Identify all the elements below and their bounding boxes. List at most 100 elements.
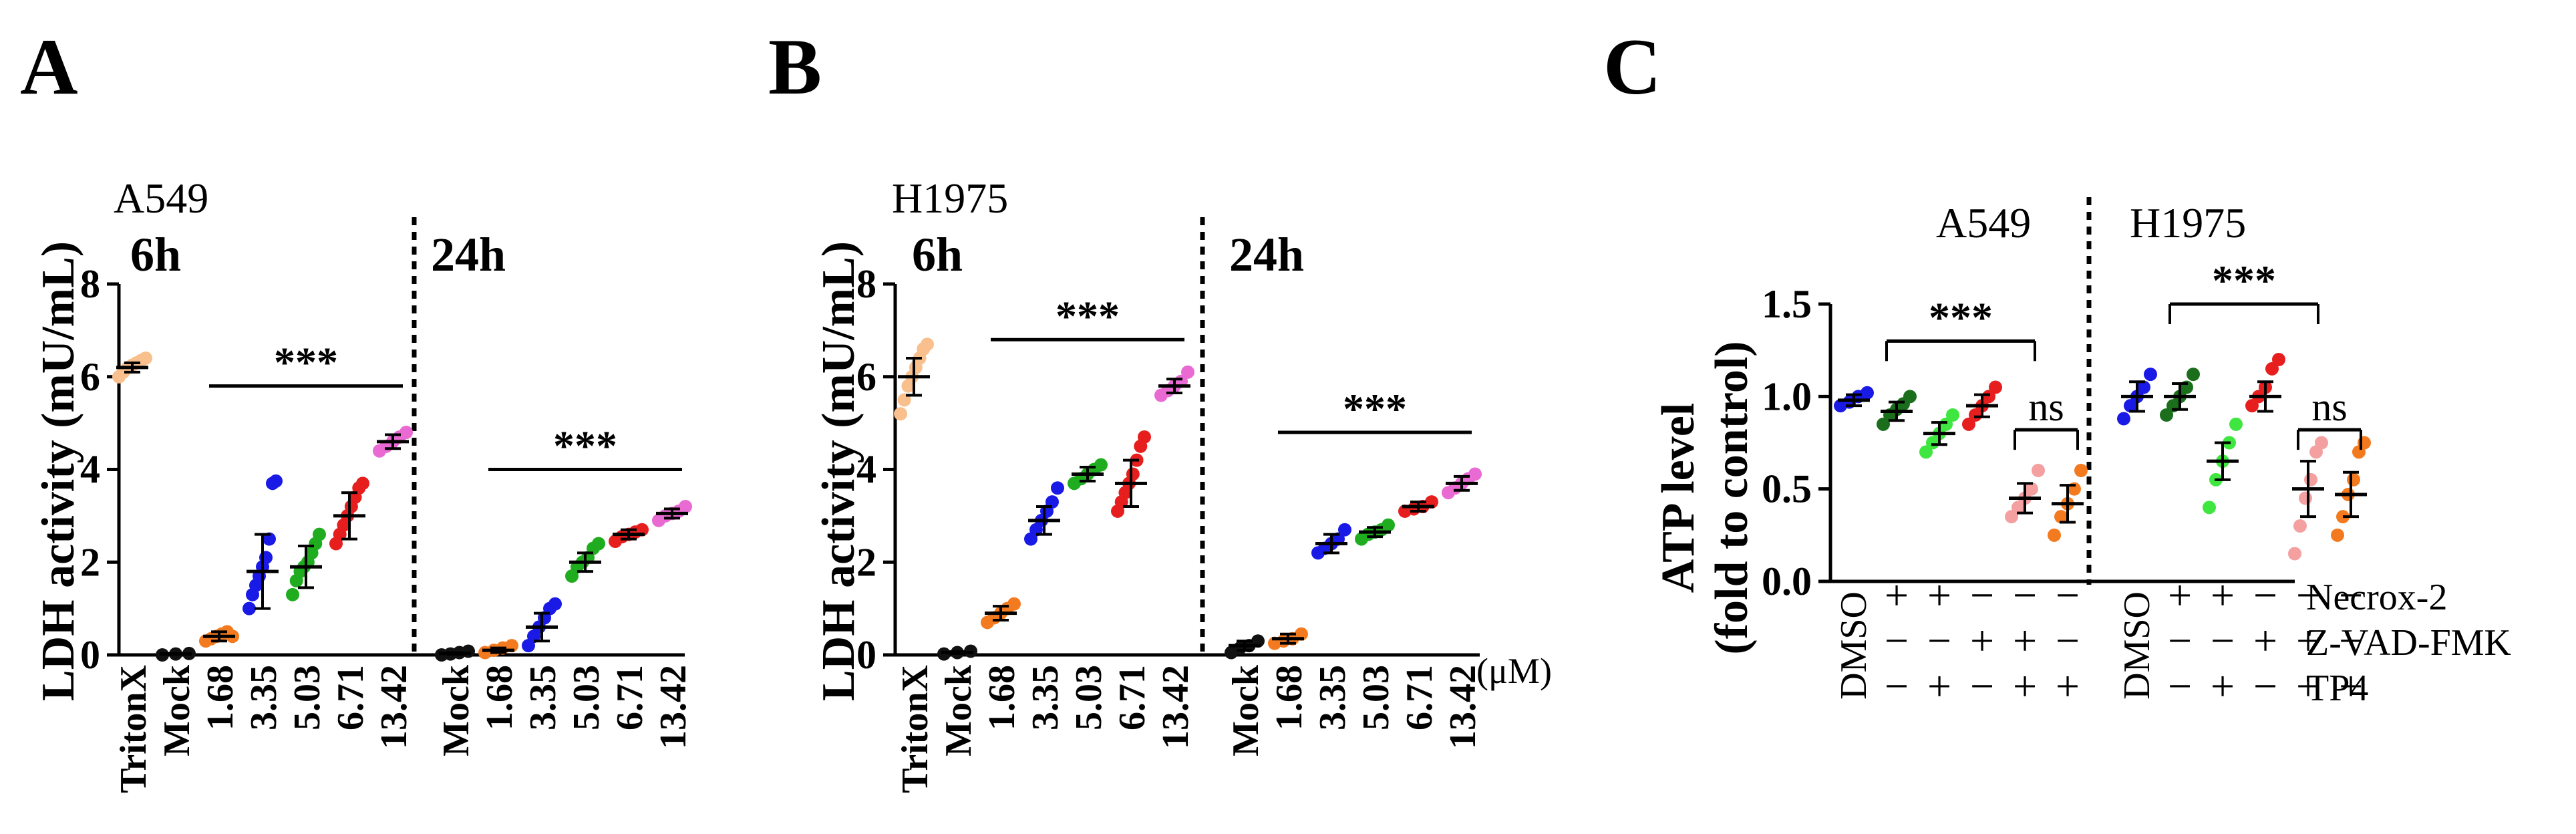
data-point [2288,547,2301,561]
data-point [1946,408,1959,422]
treatment-sign: − [2168,617,2192,664]
x-tick-label: 5.03 [566,665,607,730]
treatment-sign: + [1927,571,1951,619]
x-tick-label: Mock [1225,664,1267,756]
unit-label-b: (μM) [1476,651,1552,691]
cell-line-label-c-a549: A549 [1936,199,2031,247]
axes-c [1828,197,2295,585]
data-point [1903,390,1917,404]
significance-bracket: ns [2297,385,2362,450]
data-point [1007,597,1021,611]
data-point [894,407,907,421]
data-point [2011,501,2025,515]
data-group [1919,408,1959,459]
significance-bracket: *** [1278,385,1472,434]
y-axis-label-a: LDH activity (mU/mL) [33,241,84,701]
x-tick-label: 6.71 [609,665,651,730]
treatment-sign: − [1885,617,1909,664]
data-point [399,426,413,439]
y-tick-label: 0.5 [1762,467,1812,511]
x-tick-label: 1.68 [200,665,241,730]
significance-label: *** [1929,293,1993,341]
data-point [1094,458,1108,472]
data-group [1877,390,1917,431]
time-label-24h-b: 24h [1229,228,1304,281]
data-group [1111,430,1151,518]
data-group [565,537,605,583]
treatment-sign: + [1970,617,1994,664]
y-ticks-b: 0 2 4 6 8 [856,262,895,677]
data-group [2203,417,2243,515]
significance-label: *** [553,422,617,470]
data-group [2245,353,2285,413]
data-point [548,597,562,611]
y-tick-label: 0 [856,633,876,677]
x-tick-label: 5.03 [287,665,328,730]
y-tick-label: 2 [80,540,100,584]
treatment-sign: − [1927,617,1951,664]
y-tick-label: 4 [856,448,876,492]
data-point [2074,464,2088,477]
treatment-sign: − [1885,662,1909,710]
data-group [1355,518,1395,546]
significance-b: *** *** [991,292,1472,434]
data-point [2144,368,2157,382]
data-point [1861,386,1874,400]
dmso-label: DMSO [2116,591,2158,700]
data-point [2005,510,2018,524]
treatment-sign: + [2296,662,2320,710]
panel-letter-b: B [768,22,822,111]
data-group [373,426,413,458]
x-tick-label: 13.42 [653,665,694,749]
y-axis-label-c-line2: (fold to control) [1706,341,1758,654]
x-tick-label: 13.42 [1155,665,1196,749]
data-group [2005,464,2045,524]
dmso-label: DMSO [1833,591,1875,700]
data-point [1877,417,1890,431]
data-group [652,500,692,527]
data-group [937,644,977,661]
treatment-sign: + [2296,617,2320,664]
y-ticks-c: 0.0 0.5 1.0 1.5 [1762,282,1830,603]
data-point [1919,445,1933,459]
panel-letter-a: A [20,22,78,111]
data-point [1382,518,1395,532]
significance-bracket: ns [2014,385,2079,450]
y-tick-label: 6 [856,355,876,399]
panel-b: B H1975 6h 24h LDH activity (mU/mL) (μM)… [768,22,1552,793]
significance-bracket: *** [2168,257,2319,324]
x-tick-label: Mock [938,664,979,756]
data-point [1962,417,1975,431]
significance-bracket: *** [991,292,1184,341]
data-group [981,597,1021,630]
data-point [286,587,299,601]
treatment-sign: − [1970,662,1994,710]
data-group [1225,634,1265,660]
x-tick-label: 3.35 [243,665,285,730]
data-point [1989,380,2002,394]
data-point [2245,399,2259,413]
data-group [112,352,152,384]
x-tick-label: 3.35 [522,665,564,730]
data-point [2054,510,2068,524]
data-point [2187,368,2200,382]
data-point [1181,365,1194,379]
data-group [243,474,283,615]
data-point [2293,519,2307,533]
significance-bracket: *** [1885,293,2036,362]
data-group [894,337,934,421]
y-ticks-a: 0 2 4 6 8 [80,262,119,677]
data-point [2315,436,2328,450]
x-tick-label: 1.68 [981,665,1023,730]
y-tick-label: 6 [80,355,100,399]
x-tick-label: 6.71 [330,665,371,730]
data-point [2299,491,2312,505]
data-group [1024,481,1064,546]
cell-line-label-b: H1975 [892,174,1008,222]
data-point [269,474,283,488]
treatment-sign: + [2013,617,2037,664]
data-point [462,644,475,658]
data-point [592,537,605,551]
data-point [921,337,934,352]
